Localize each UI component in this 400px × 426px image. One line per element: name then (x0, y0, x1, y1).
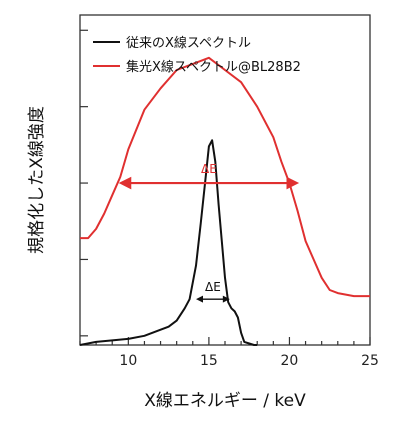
legend-label-conventional: 従来のX線スペクトル (126, 35, 251, 51)
series-layer (79, 56, 370, 346)
x-axis-ticks: 10 15 20 25 (79, 337, 379, 369)
delta-e-label: ΔE (201, 162, 217, 176)
delta-e-arrowhead-left (118, 176, 132, 190)
delta-e-label: ΔE (205, 280, 221, 294)
x-tick-label: 20 (281, 353, 299, 369)
x-tick-label: 15 (200, 353, 218, 369)
x-axis-title: X線エネルギー / keV (144, 391, 306, 411)
delta-e-arrowhead-left (196, 295, 203, 303)
delta-e-arrowhead-right (286, 176, 300, 190)
y-axis-title: 規格化したX線強度 (27, 106, 47, 254)
legend: 従来のX線スペクトル 集光X線スペクトル@BL28B2 (93, 35, 301, 75)
series-line-focused (80, 56, 370, 298)
x-tick-label: 25 (361, 353, 379, 369)
annotation-layer: ΔE ΔE (118, 162, 300, 303)
x-tick-label: 10 (119, 353, 137, 369)
delta-e-arrowhead-right (222, 295, 230, 303)
y-axis-ticks (80, 29, 88, 337)
series-line-conventional (79, 139, 258, 346)
legend-label-focused: 集光X線スペクトル@BL28B2 (126, 59, 301, 75)
